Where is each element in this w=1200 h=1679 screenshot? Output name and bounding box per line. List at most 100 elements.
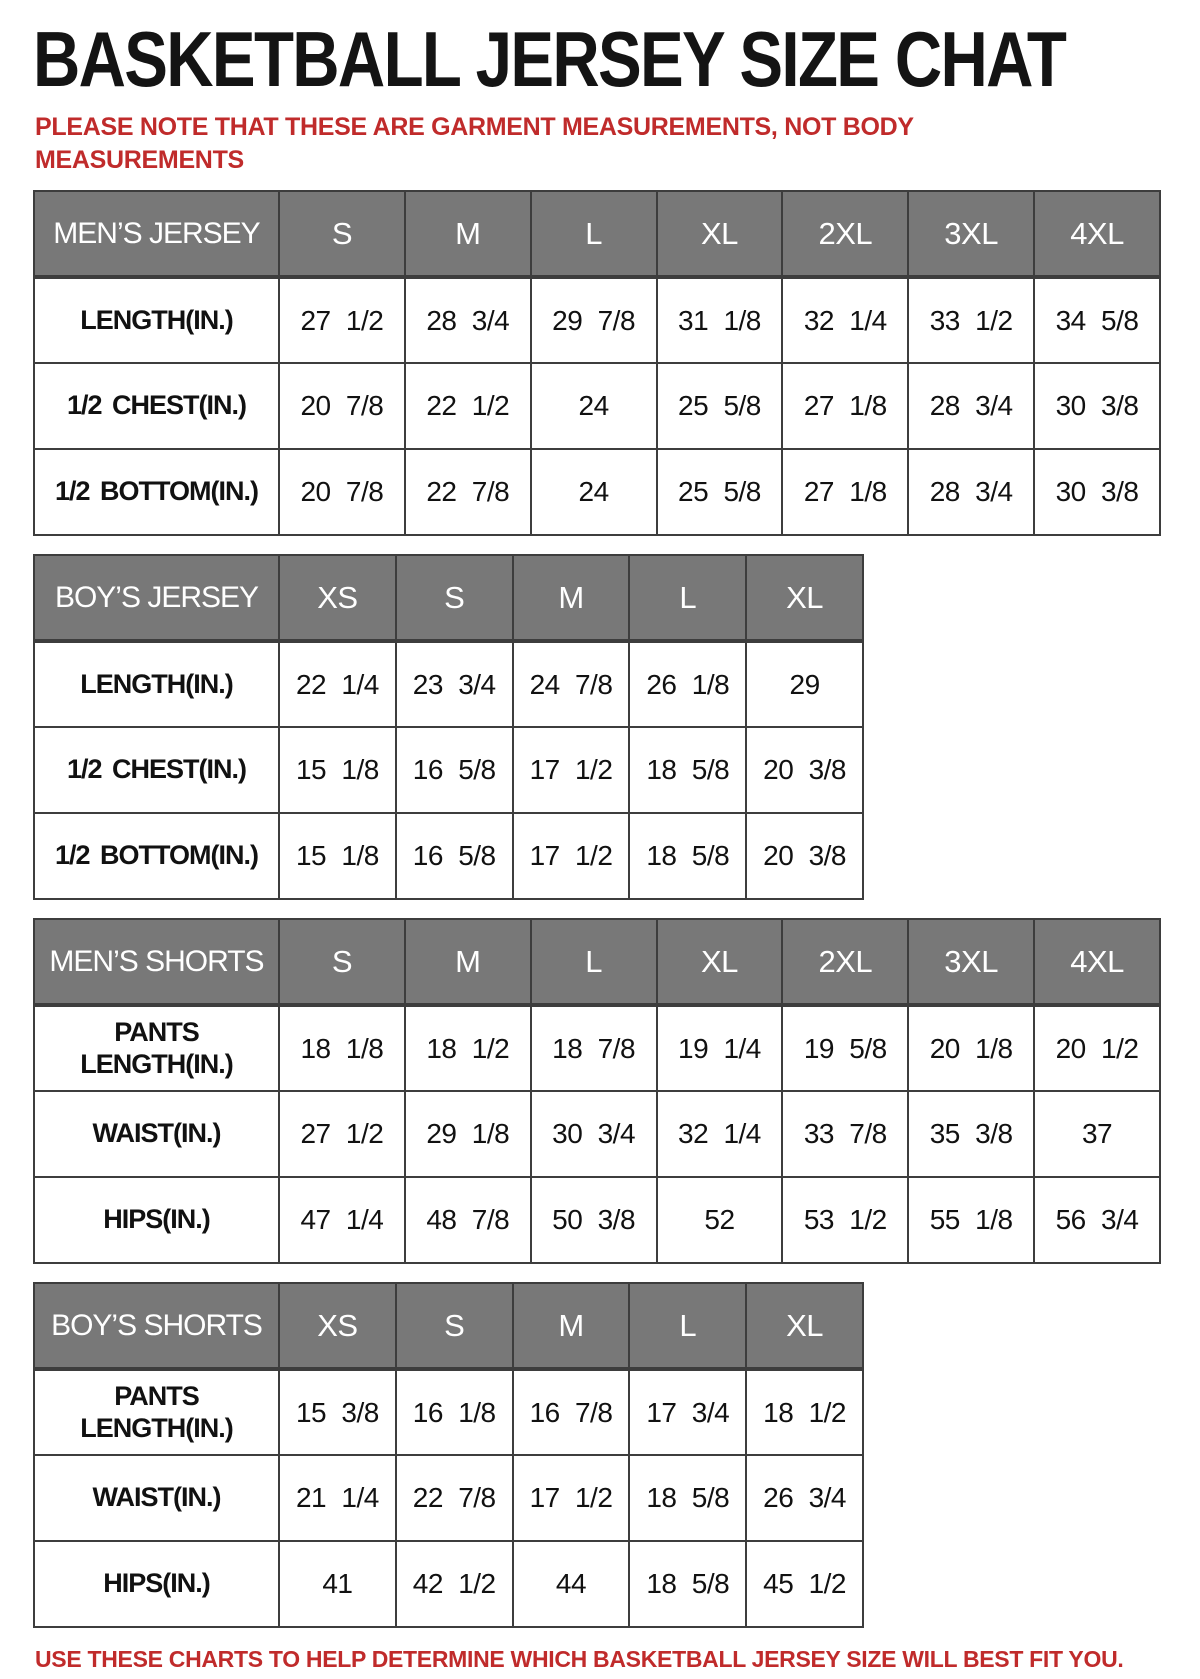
size-table-mens-jersey-container: MEN’S JERSEY S M L XL 2XL 3XL 4XL LENGTH(IN.) 27 …	[33, 190, 1200, 536]
row-label: WAIST(IN.)	[33, 1090, 280, 1178]
size-column-header: 3XL	[907, 190, 1036, 279]
size-value-cell: 35 3/8	[907, 1090, 1036, 1178]
size-value-cell: 17 1/2	[511, 726, 631, 814]
row-label: PANTS LENGTH(IN.)	[33, 1368, 280, 1456]
row-label: LENGTH(IN.)	[33, 640, 280, 728]
size-value-cell: 30 3/8	[1033, 448, 1161, 536]
size-value-cell: 18 5/8	[628, 1540, 748, 1628]
size-value-cell: 27 1/8	[781, 448, 910, 536]
size-column-header: 4XL	[1033, 190, 1161, 279]
page-title: BASKETBALL JERSEY SIZE CHAT	[33, 15, 1067, 103]
measurement-note: PLEASE NOTE THAT THESE ARE GARMENT MEASU…	[35, 113, 914, 174]
row-label: PANTS LENGTH(IN.)	[33, 1004, 280, 1092]
size-column-header: L	[628, 1282, 748, 1371]
size-value-cell: 16 1/8	[394, 1368, 514, 1456]
size-column-header: 2XL	[781, 918, 910, 1007]
size-column-header: M	[403, 190, 532, 279]
size-value-cell: 50 3/8	[529, 1176, 658, 1264]
size-value-cell: 44	[511, 1540, 631, 1628]
size-column-header: S	[394, 554, 514, 643]
size-column-header: L	[529, 918, 658, 1007]
table-title-cell: BOY’S JERSEY	[33, 554, 280, 643]
table-row: PANTS LENGTH(IN.) 18 1/8 18 1/2 18 7/8 19 1/…	[33, 1004, 1161, 1092]
size-column-header: M	[511, 1282, 631, 1371]
size-column-header: 2XL	[781, 190, 910, 279]
size-column-header: S	[278, 918, 406, 1007]
size-value-cell: 22 7/8	[403, 448, 532, 536]
size-value-cell: 56 3/4	[1033, 1176, 1161, 1264]
size-value-cell: 25 5/8	[655, 362, 784, 450]
row-label: 1/2 BOTTOM(IN.)	[33, 448, 280, 536]
table-row: WAIST(IN.) 21 1/4 22 7/8 17 1/2 18 5/8 26 3/4	[33, 1454, 864, 1542]
size-column-header: XS	[278, 1282, 397, 1371]
size-value-cell: 26 1/8	[628, 640, 748, 728]
size-column-header: 3XL	[907, 918, 1036, 1007]
table-row: HIPS(IN.) 41 42 1/2 44 18 5/8 45 1/2	[33, 1540, 864, 1628]
size-value-cell: 17 1/2	[511, 812, 631, 900]
size-column-header: XL	[745, 554, 864, 643]
size-value-cell: 18 7/8	[529, 1004, 658, 1092]
size-value-cell: 20 7/8	[278, 362, 406, 450]
size-value-cell: 47 1/4	[278, 1176, 406, 1264]
table-row: HIPS(IN.) 47 1/4 48 7/8 50 3/8 52 53 1/2 55 1/…	[33, 1176, 1161, 1264]
size-value-cell: 18 5/8	[628, 812, 748, 900]
size-table-boys-jersey: BOY’S JERSEY XS S M L XL LENGTH(IN.) 22 1/4 23 3…	[33, 554, 864, 900]
size-value-cell: 17 1/2	[511, 1454, 631, 1542]
size-value-cell: 28 3/4	[907, 362, 1036, 450]
size-value-cell: 20 1/2	[1033, 1004, 1161, 1092]
size-column-header: 4XL	[1033, 918, 1161, 1007]
table-row: 1/2 BOTTOM(IN.) 15 1/8 16 5/8 17 1/2 18 5/8 2…	[33, 812, 864, 900]
size-value-cell: 19 5/8	[781, 1004, 910, 1092]
size-value-cell: 24	[529, 448, 658, 536]
size-column-header: XL	[745, 1282, 864, 1371]
size-value-cell: 30 3/4	[529, 1090, 658, 1178]
row-label: 1/2 BOTTOM(IN.)	[33, 812, 280, 900]
size-value-cell: 33 7/8	[781, 1090, 910, 1178]
size-value-cell: 29 1/8	[403, 1090, 532, 1178]
size-column-header: S	[278, 190, 406, 279]
row-label: HIPS(IN.)	[33, 1540, 280, 1628]
table-title-cell: MEN’S SHORTS	[33, 918, 280, 1007]
size-value-cell: 26 3/4	[745, 1454, 864, 1542]
table-row: 1/2 CHEST(IN.) 20 7/8 22 1/2 24 25 5/8 27 1/8…	[33, 362, 1161, 450]
size-value-cell: 32 1/4	[781, 276, 910, 364]
size-value-cell: 19 1/4	[655, 1004, 784, 1092]
size-column-header: M	[403, 918, 532, 1007]
table-header-row: BOY’S SHORTS XS S M L XL	[33, 1282, 864, 1371]
size-value-cell: 18 5/8	[628, 726, 748, 814]
size-value-cell: 16 7/8	[511, 1368, 631, 1456]
size-column-header: XL	[655, 918, 784, 1007]
size-value-cell: 23 3/4	[394, 640, 514, 728]
size-table-mens-shorts-container: MEN’S SHORTS S M L XL 2XL 3XL 4XL PANTS LENGTH(I…	[33, 918, 1200, 1264]
size-value-cell: 30 3/8	[1033, 362, 1161, 450]
size-value-cell: 16 5/8	[394, 726, 514, 814]
table-row: WAIST(IN.) 27 1/2 29 1/8 30 3/4 32 1/4 33 7/8…	[33, 1090, 1161, 1178]
row-label: 1/2 CHEST(IN.)	[33, 362, 280, 450]
size-value-cell: 32 1/4	[655, 1090, 784, 1178]
table-title-cell: MEN’S JERSEY	[33, 190, 280, 279]
size-table-boys-shorts-container: BOY’S SHORTS XS S M L XL PANTS LENGTH(IN.) 15 3…	[33, 1282, 1200, 1628]
size-value-cell: 45 1/2	[745, 1540, 864, 1628]
size-value-cell: 48 7/8	[403, 1176, 532, 1264]
table-row: LENGTH(IN.) 27 1/2 28 3/4 29 7/8 31 1/8 32 1/…	[33, 276, 1161, 364]
size-value-cell: 15 3/8	[278, 1368, 397, 1456]
size-value-cell: 16 5/8	[394, 812, 514, 900]
size-value-cell: 27 1/2	[278, 1090, 406, 1178]
table-title-cell: BOY’S SHORTS	[33, 1282, 280, 1371]
size-table-boys-jersey-container: BOY’S JERSEY XS S M L XL LENGTH(IN.) 22 1/4 23 3…	[33, 554, 1200, 900]
size-value-cell: 28 3/4	[403, 276, 532, 364]
size-column-header: L	[628, 554, 748, 643]
size-value-cell: 17 3/4	[628, 1368, 748, 1456]
table-row: PANTS LENGTH(IN.) 15 3/8 16 1/8 16 7/8 17 3/…	[33, 1368, 864, 1456]
size-column-header: L	[529, 190, 658, 279]
size-value-cell: 53 1/2	[781, 1176, 910, 1264]
table-row: 1/2 BOTTOM(IN.) 20 7/8 22 7/8 24 25 5/8 27 1/…	[33, 448, 1161, 536]
size-value-cell: 33 1/2	[907, 276, 1036, 364]
row-label: 1/2 CHEST(IN.)	[33, 726, 280, 814]
size-value-cell: 27 1/2	[278, 276, 406, 364]
size-value-cell: 15 1/8	[278, 812, 397, 900]
table-header-row: MEN’S JERSEY S M L XL 2XL 3XL 4XL	[33, 190, 1161, 279]
size-value-cell: 15 1/8	[278, 726, 397, 814]
size-value-cell: 31 1/8	[655, 276, 784, 364]
